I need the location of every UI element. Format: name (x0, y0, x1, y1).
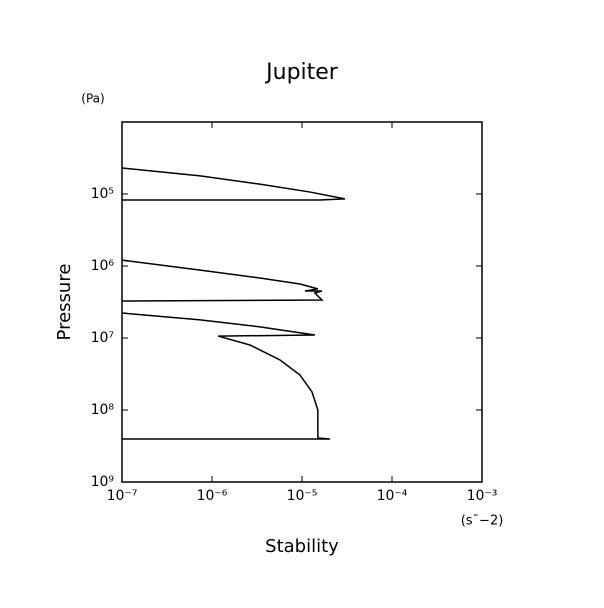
y-tick-label: 10⁷ (91, 330, 114, 346)
x-tick-label: 10⁻³ (467, 488, 498, 504)
data-line (121, 167, 346, 440)
x-tick-label: 10⁻⁴ (377, 488, 408, 504)
y-axis-label: Pressure (54, 264, 75, 341)
x-tick-label: 10⁻⁵ (287, 488, 318, 504)
x-tick-label: 10⁻⁶ (197, 488, 228, 504)
y-tick-label: 10⁹ (91, 474, 115, 490)
y-tick-label: 10⁸ (91, 402, 115, 418)
x-tick-label: 10⁻⁷ (107, 488, 138, 504)
x-axis-label: Stability (265, 536, 339, 557)
y-tick-label: 10⁵ (91, 186, 114, 202)
x-unit: (s¯−2) (461, 514, 504, 529)
chart-title: Jupiter (264, 60, 339, 85)
y-tick-label: 10⁶ (91, 258, 115, 274)
y-unit: (Pa) (81, 92, 104, 106)
